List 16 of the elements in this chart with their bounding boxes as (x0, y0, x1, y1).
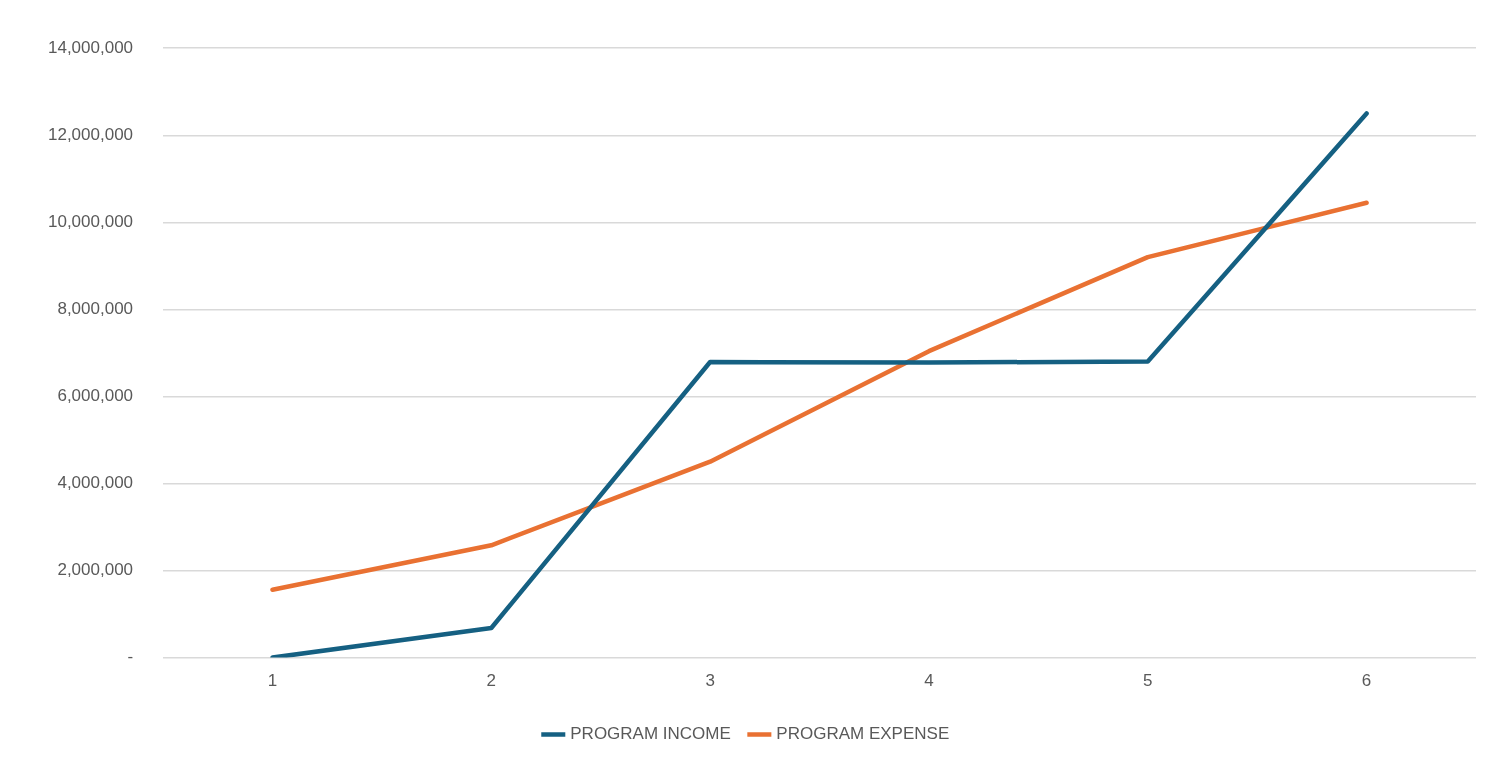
y-tick-label: 12,000,000 (47, 124, 134, 144)
x-tick-label: 3 (705, 671, 715, 691)
x-tick-label: 1 (267, 671, 278, 691)
y-tick-label: 6,000,000 (57, 386, 134, 406)
legend-label: PROGRAM INCOME (570, 724, 731, 744)
y-tick-label: 14,000,000 (47, 37, 134, 57)
y-tick-label: 4,000,000 (57, 473, 134, 493)
x-tick-label: 5 (1143, 671, 1153, 691)
x-tick-label: 2 (486, 671, 497, 691)
y-tick-label: 2,000,000 (57, 560, 134, 580)
y-tick-label: - (127, 647, 134, 667)
x-tick-label: 4 (924, 671, 934, 691)
x-tick-label: 6 (1361, 671, 1372, 691)
y-tick-label: 8,000,000 (57, 299, 134, 319)
legend-label: PROGRAM EXPENSE (776, 724, 950, 744)
y-tick-label: 10,000,000 (47, 212, 134, 231)
